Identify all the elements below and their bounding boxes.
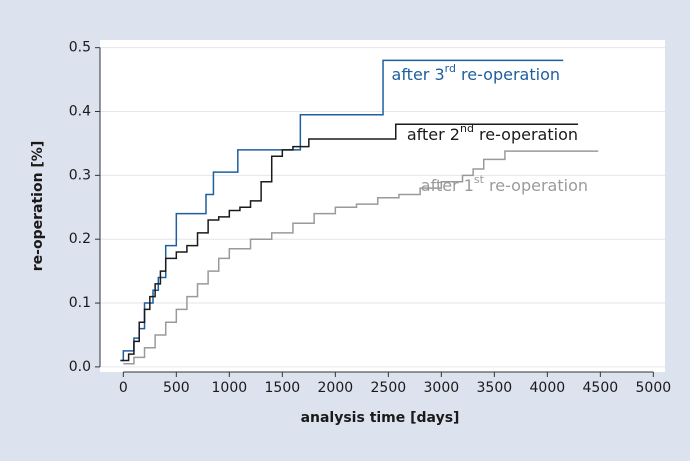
x-tick-label: 500 [163, 380, 190, 396]
y-tick-label: 0.3 [69, 167, 91, 183]
x-tick-label: 2500 [371, 380, 407, 396]
x-tick-label: 1000 [212, 380, 248, 396]
x-tick-label: 3500 [477, 380, 513, 396]
x-tick-label: 3000 [424, 380, 460, 396]
step-line [123, 150, 599, 365]
label-part: after 1 [421, 176, 474, 195]
label-part: re-operation [456, 65, 560, 84]
series-label: after 3rd re-operation [392, 62, 560, 84]
label-sup: st [474, 173, 485, 186]
label-sup: rd [445, 62, 456, 75]
y-tick-label: 0.0 [69, 359, 91, 375]
x-tick-label: 4500 [583, 380, 619, 396]
x-tick-label: 0 [119, 380, 128, 396]
x-axis-label: analysis time [days] [301, 410, 460, 426]
y-tick-label: 0.4 [69, 104, 91, 120]
label-part: after 2 [407, 125, 460, 144]
x-tick-label: 4000 [530, 380, 566, 396]
label-part: re-operation [484, 176, 588, 195]
series-label: after 2nd re-operation [407, 122, 578, 144]
step-line [121, 123, 579, 362]
x-tick-label: 2000 [318, 380, 354, 396]
y-tick-label: 0.5 [69, 40, 91, 56]
x-tick-label: 1500 [265, 380, 301, 396]
x-tick-label: 5000 [636, 380, 672, 396]
y-axis-label: re-operation [%] [30, 141, 46, 271]
y-tick-label: 0.1 [69, 295, 91, 311]
y-tick-label: 0.2 [69, 231, 91, 247]
label-part: after 3 [392, 65, 445, 84]
label-sup: nd [460, 122, 474, 135]
series-label: after 1st re-operation [421, 173, 588, 195]
label-part: re-operation [474, 125, 578, 144]
